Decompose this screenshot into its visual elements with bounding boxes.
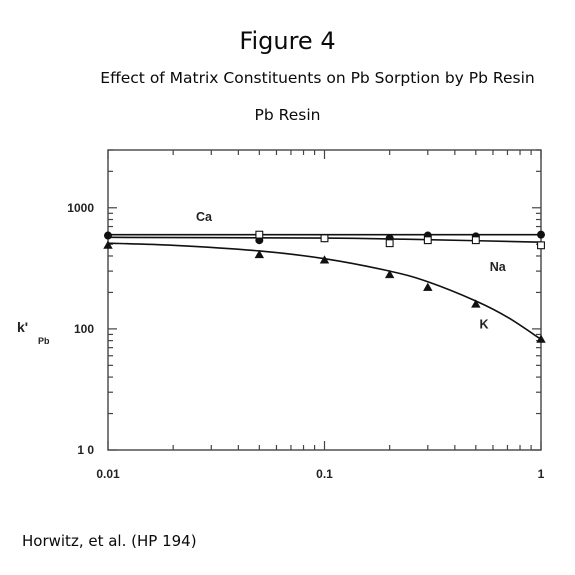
point-k	[254, 249, 265, 259]
y-axis-label-main: k'	[17, 319, 28, 335]
x-tick-label: 1	[538, 467, 545, 481]
y-tick-label: 1 0	[77, 443, 94, 457]
series-labels: Ca Na K	[196, 210, 507, 332]
point-k	[103, 240, 113, 249]
point-k	[319, 255, 330, 264]
point-na	[423, 236, 432, 245]
series-label-na: Na	[490, 260, 507, 274]
point-k	[536, 334, 546, 343]
citation: Horwitz, et al. (HP 194)	[22, 532, 197, 550]
tick-labels: 0.01 0.1 1 1 0 100 1000	[67, 201, 544, 481]
curve-na	[107, 236, 542, 243]
figure-title: Figure 4	[239, 27, 336, 55]
y-axis-label: k' Pb	[17, 319, 50, 346]
x-tick-label: 0.1	[316, 467, 333, 481]
point-ca	[104, 231, 113, 240]
figure-subtitle: Effect of Matrix Constituents on Pb Sorp…	[100, 69, 535, 87]
curve-k	[107, 242, 542, 340]
series-points	[103, 230, 546, 343]
point-na	[320, 234, 329, 243]
y-tick-label: 100	[74, 322, 94, 336]
point-na	[471, 236, 480, 245]
y-axis-label-subscript: Pb	[38, 336, 50, 346]
point-na	[255, 230, 264, 239]
x-tick-label: 0.01	[96, 467, 120, 481]
series-curves	[107, 233, 542, 340]
point-k	[423, 282, 433, 291]
point-na	[537, 241, 545, 250]
point-ca	[537, 230, 546, 239]
point-k	[471, 299, 481, 308]
point-k	[384, 269, 395, 279]
point-na	[385, 239, 394, 248]
series-label-k: K	[480, 317, 489, 331]
series-label-ca: Ca	[196, 210, 213, 224]
y-tick-label: 1000	[67, 201, 94, 215]
resin-label: Pb Resin	[254, 106, 321, 124]
